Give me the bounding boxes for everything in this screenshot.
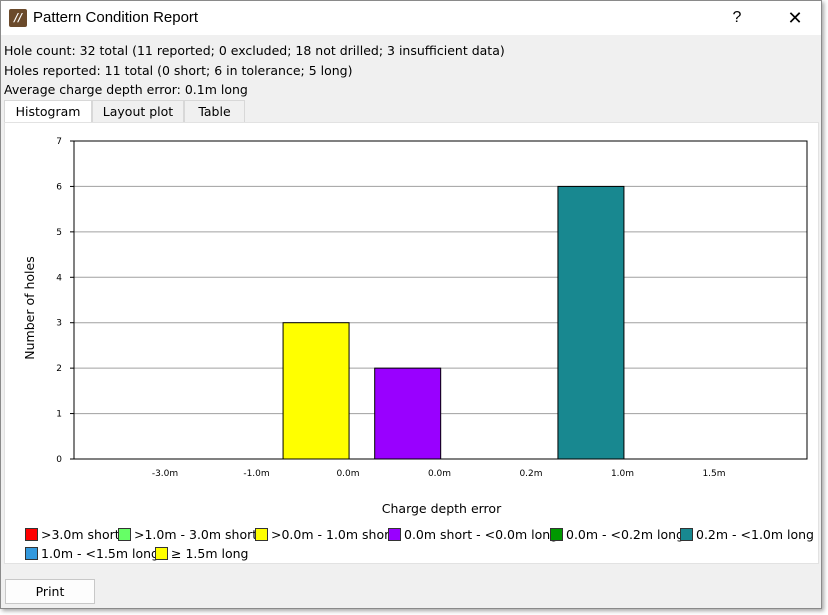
x-tick-label: 1.5m xyxy=(702,469,725,479)
histogram-chart: 0 1 2 3 4 5 6 7 -3.0m -1.0m 0.0m 0.0m 0.2m 1.0m 1.5m Ch… xyxy=(22,137,808,516)
legend-item: 0.0m - <0.2m long xyxy=(550,527,684,542)
tab-table[interactable]: Table xyxy=(184,100,245,122)
legend-label: >1.0m - 3.0m short xyxy=(134,527,258,542)
x-tick-label: 0.2m xyxy=(519,469,542,479)
y-tick-label: 1 xyxy=(56,410,62,420)
legend-label: ≥ 1.5m long xyxy=(171,546,249,561)
legend-label: 1.0m - <1.5m long xyxy=(41,546,159,561)
legend-label: 0.0m short - <0.0m long xyxy=(404,527,559,542)
tab-layout-plot[interactable]: Layout plot xyxy=(92,100,184,122)
y-tick-label: 4 xyxy=(56,273,62,283)
holes-reported-text: Holes reported: 11 total (0 short; 6 in … xyxy=(4,63,353,78)
legend-label: >3.0m short xyxy=(41,527,120,542)
bar xyxy=(374,367,442,460)
legend-item: 1.0m - <1.5m long xyxy=(25,546,159,561)
close-button[interactable]: ✕ xyxy=(787,8,803,28)
legend-swatch xyxy=(680,528,693,541)
legend-label: 0.2m - <1.0m long xyxy=(696,527,814,542)
histogram-panel: 0 1 2 3 4 5 6 7 -3.0m -1.0m 0.0m 0.0m 0.2m 1.0m 1.5m Ch… xyxy=(4,122,819,564)
y-axis-label: Number of holes xyxy=(22,256,37,359)
help-button[interactable]: ? xyxy=(732,9,742,26)
x-tick-label: 1.0m xyxy=(611,469,634,479)
legend-label: >0.0m - 1.0m short xyxy=(271,527,395,542)
window-title: Pattern Condition Report xyxy=(33,9,199,26)
legend-swatch xyxy=(118,528,131,541)
legend-item: ≥ 1.5m long xyxy=(155,546,248,561)
legend-swatch xyxy=(25,547,38,560)
y-tick-label: 2 xyxy=(56,364,62,374)
legend-swatch xyxy=(255,528,268,541)
y-tick-label: 5 xyxy=(56,228,62,238)
avg-error-text: Average charge depth error: 0.1m long xyxy=(4,82,248,97)
bar xyxy=(282,322,350,460)
y-tick-label: 7 xyxy=(56,137,62,147)
x-tick-label: -1.0m xyxy=(243,469,269,479)
legend-label: 0.0m - <0.2m long xyxy=(566,527,684,542)
x-axis-label: Charge depth error xyxy=(382,501,502,516)
x-tick-label: -3.0m xyxy=(152,469,178,479)
y-tick-label: 6 xyxy=(56,182,62,192)
legend-swatch xyxy=(155,547,168,560)
tab-histogram[interactable]: Histogram xyxy=(4,100,92,123)
y-tick-label: 3 xyxy=(56,319,62,329)
hole-count-text: Hole count: 32 total (11 reported; 0 exc… xyxy=(4,43,505,58)
legend-swatch xyxy=(388,528,401,541)
x-tick-label: 0.0m xyxy=(428,469,451,479)
print-button[interactable]: Print xyxy=(5,579,95,604)
legend-item: 0.0m short - <0.0m long xyxy=(388,527,558,542)
title-bar: // Pattern Condition Report ? ✕ xyxy=(1,1,821,35)
x-tick-label: 0.0m xyxy=(336,469,359,479)
y-tick-label: 0 xyxy=(56,455,62,465)
app-logo-icon: // xyxy=(9,9,27,27)
legend-swatch xyxy=(550,528,563,541)
legend-item: >1.0m - 3.0m short xyxy=(118,527,257,542)
legend-item: >0.0m - 1.0m short xyxy=(255,527,394,542)
bar xyxy=(557,185,625,460)
legend-item: >3.0m short xyxy=(25,527,120,542)
legend-swatch xyxy=(25,528,38,541)
legend-item: 0.2m - <1.0m long xyxy=(680,527,814,542)
